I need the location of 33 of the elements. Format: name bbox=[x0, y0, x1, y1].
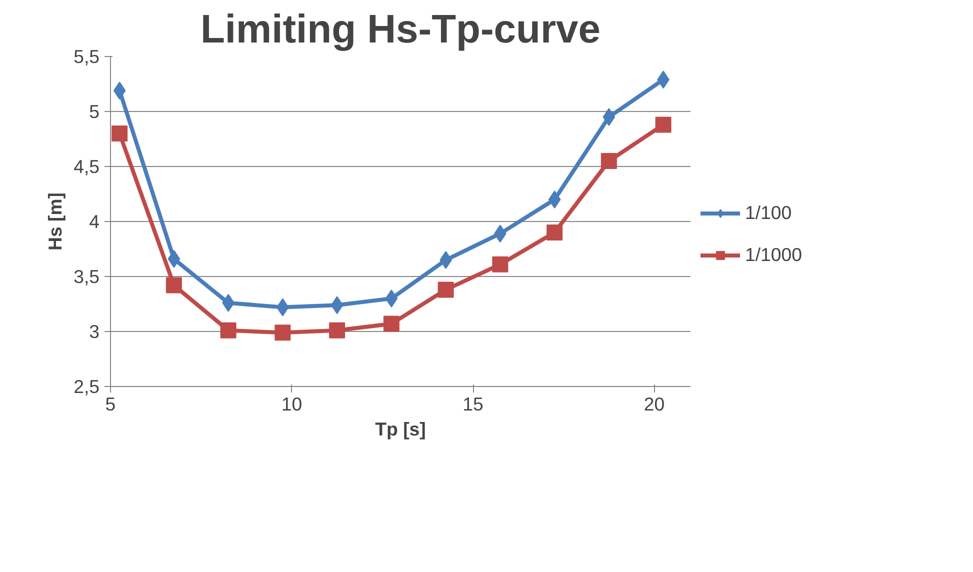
x-tick-label: 15 bbox=[462, 394, 484, 414]
y-tick-label: 5 bbox=[89, 101, 100, 122]
chart-title: Limiting Hs-Tp-curve bbox=[200, 8, 601, 52]
point bbox=[113, 82, 126, 100]
x-tick-label: 20 bbox=[644, 394, 665, 414]
x-axis-title: Tp [s] bbox=[375, 418, 426, 440]
point bbox=[385, 290, 398, 308]
y-tick-label: 3 bbox=[89, 321, 100, 342]
point bbox=[600, 153, 617, 169]
point bbox=[383, 316, 400, 332]
y-tick-label: 5,5 bbox=[74, 46, 100, 67]
point bbox=[274, 324, 291, 341]
point bbox=[548, 190, 561, 208]
x-tick-label: 10 bbox=[281, 394, 302, 414]
point bbox=[166, 277, 182, 294]
point bbox=[330, 296, 344, 314]
y-tick-label: 4,5 bbox=[74, 156, 100, 177]
point bbox=[655, 116, 672, 133]
point bbox=[220, 322, 236, 338]
legend-label: 1/100 bbox=[745, 202, 792, 224]
point bbox=[112, 126, 128, 142]
point bbox=[492, 256, 508, 272]
y-tick-label: 3,5 bbox=[74, 266, 100, 287]
y-axis-title: Hs [m] bbox=[44, 192, 66, 251]
legend-label: 1/1000 bbox=[745, 244, 802, 266]
y-tick-label: 4 bbox=[89, 211, 100, 232]
point bbox=[546, 224, 563, 240]
point bbox=[168, 250, 180, 268]
x-tick-label: 5 bbox=[105, 394, 116, 414]
y-tick-label: 2,5 bbox=[74, 376, 100, 397]
point bbox=[602, 108, 616, 126]
point bbox=[329, 322, 346, 338]
point bbox=[438, 282, 454, 298]
